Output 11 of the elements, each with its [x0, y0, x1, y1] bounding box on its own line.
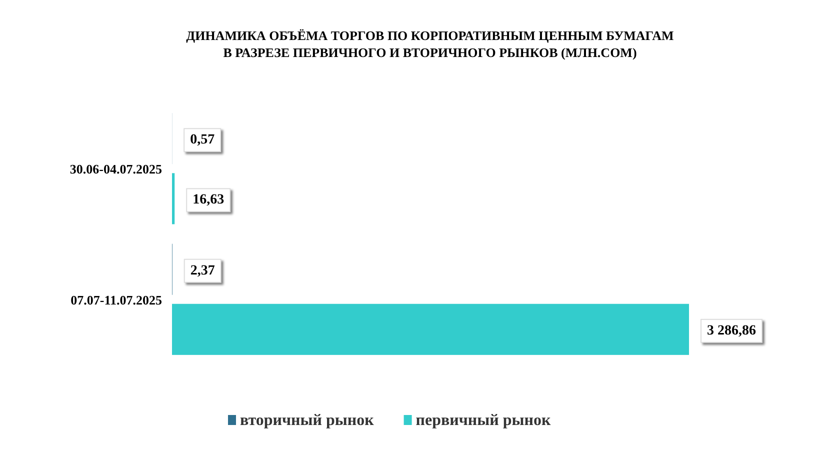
y-tick-label: 30.06-04.07.2025	[70, 162, 162, 177]
legend-label: вторичный рынок	[240, 412, 375, 429]
legend-label: первичный рынок	[416, 412, 552, 429]
data-label: 0,57	[190, 132, 215, 148]
data-label: 16,63	[192, 192, 224, 208]
data-label: 3 286,86	[707, 323, 756, 338]
data-label: 2,37	[190, 263, 215, 278]
bar	[172, 304, 689, 355]
bar	[172, 173, 175, 224]
y-tick-label: 07.07-11.07.2025	[70, 292, 162, 308]
chart-title: ДИНАМИКА ОБЪЁМА ТОРГОВ ПО КОРПОРАТИВНЫМ ЦЕННЫМ БУМАГАМ В РАЗРЕЗЕ ПЕРВИЧНОГО И ВТОРИЧНОГО РЫНКОВ (МЛН.СОМ)	[186, 28, 674, 60]
